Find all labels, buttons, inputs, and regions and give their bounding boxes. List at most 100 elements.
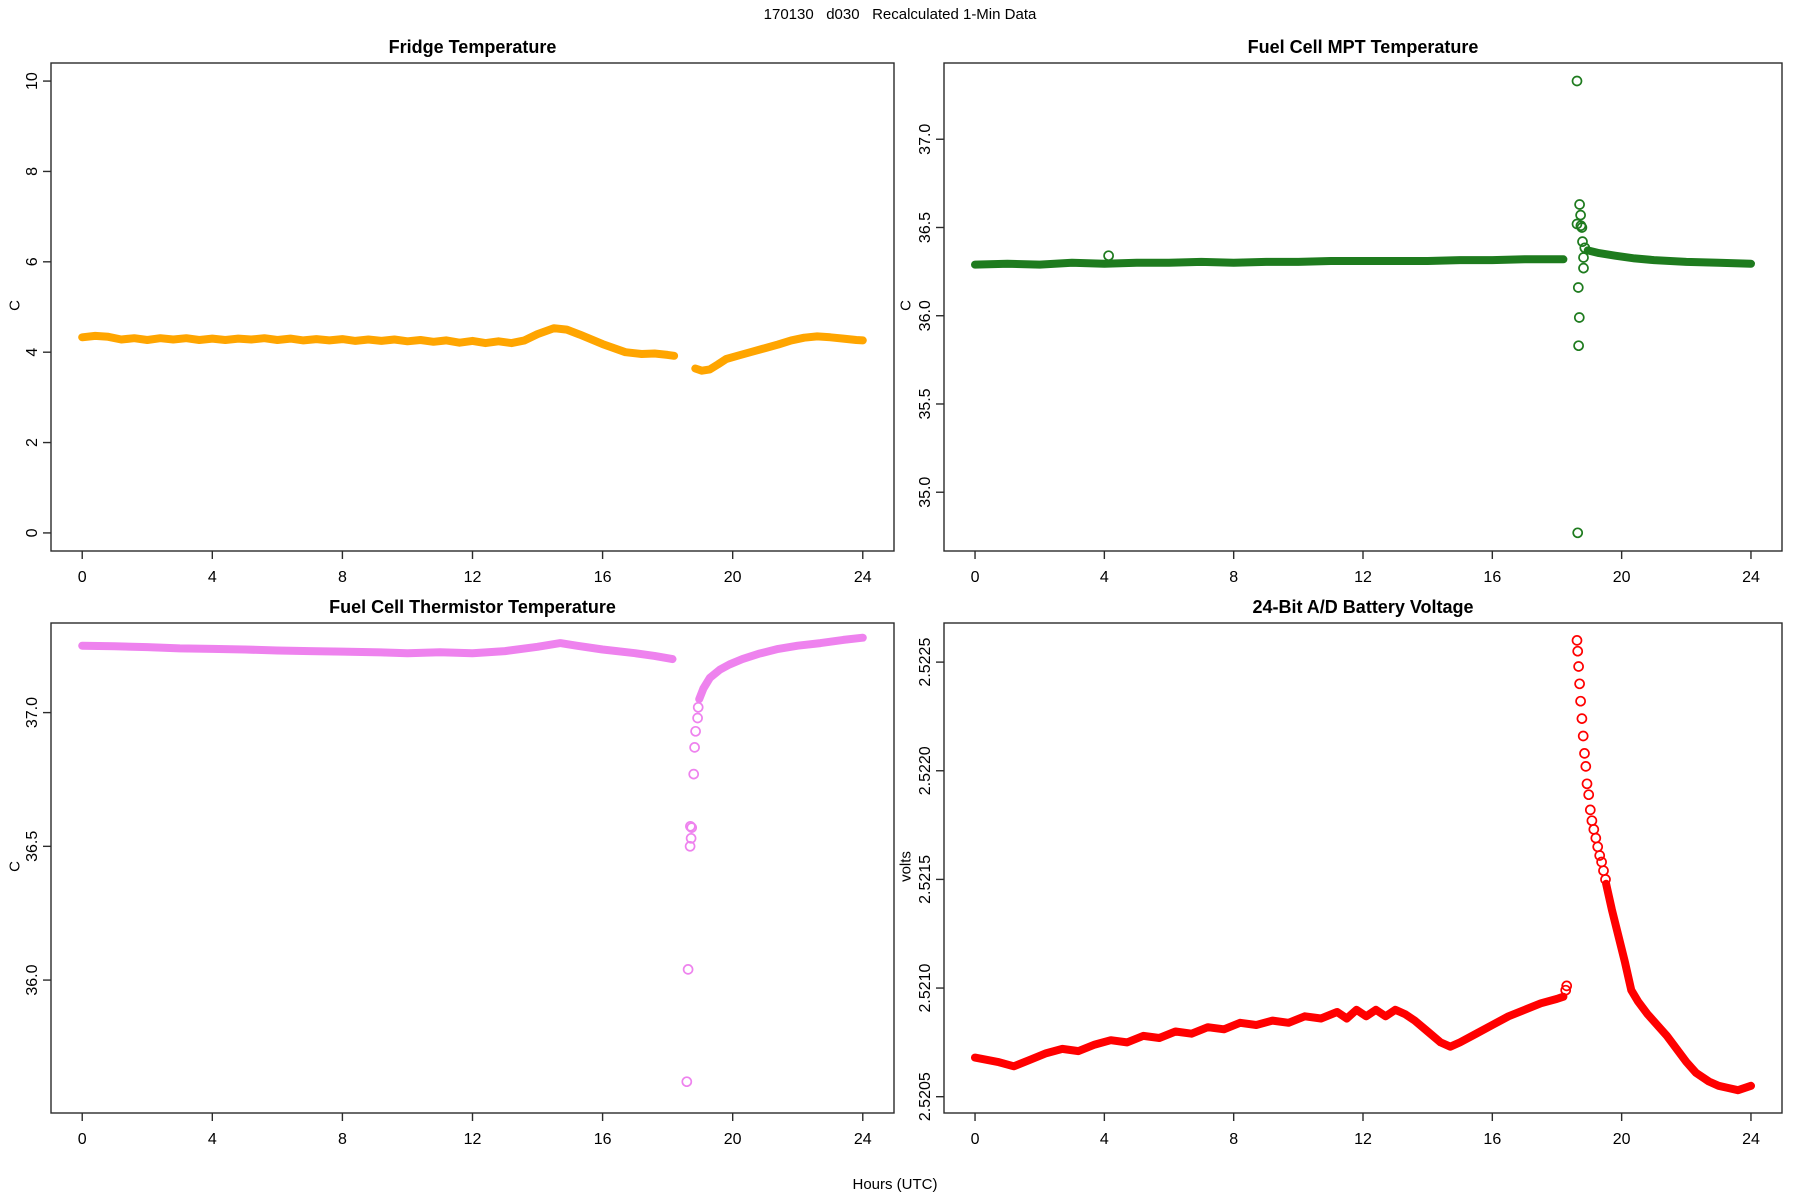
mpt-outlier-point bbox=[1573, 312, 1585, 323]
thermistor-data-series-line bbox=[695, 633, 867, 704]
mpt-outlier-point bbox=[1577, 236, 1588, 247]
thermistor-outlier-point bbox=[692, 712, 703, 724]
mpt-outlier-point bbox=[1576, 222, 1588, 233]
mpt-data-series-line bbox=[1583, 246, 1755, 268]
battery-outlier-point bbox=[1575, 695, 1586, 707]
x-tick-label: 20 bbox=[724, 569, 742, 586]
y-tick-label: 2 bbox=[24, 438, 41, 447]
plot-box-mpt bbox=[943, 62, 1783, 552]
y-tick-label: 2.5205 bbox=[917, 1072, 934, 1121]
mpt-outlier-point bbox=[1574, 199, 1585, 210]
y-tick-label: 2.5210 bbox=[917, 963, 934, 1012]
y-tick-label: 36.5 bbox=[917, 212, 934, 243]
x-tick-label: 16 bbox=[1483, 1131, 1501, 1148]
battery-outlier-point bbox=[1588, 824, 1600, 835]
mpt-outlier-point bbox=[1573, 340, 1584, 352]
x-tick-label: 24 bbox=[1742, 1131, 1760, 1148]
mpt-outlier-point bbox=[1575, 209, 1586, 221]
y-axis-label-thermistor: C bbox=[6, 861, 24, 872]
x-tick-label: 16 bbox=[1483, 569, 1501, 586]
y-tick-label: 4 bbox=[24, 348, 41, 357]
battery-outlier-point bbox=[1580, 761, 1592, 772]
x-tick-label: 20 bbox=[1613, 1131, 1631, 1148]
battery-outlier-point bbox=[1581, 778, 1593, 790]
x-tick-label: 0 bbox=[78, 1131, 87, 1148]
x-tick-label: 0 bbox=[78, 569, 87, 586]
battery-outlier-point bbox=[1560, 984, 1572, 996]
x-tick-label: 24 bbox=[1742, 569, 1760, 586]
x-tick-label: 24 bbox=[854, 1131, 872, 1148]
x-tick-label: 8 bbox=[338, 569, 347, 586]
y-tick-label: 8 bbox=[24, 167, 41, 176]
y-tick-label: 2.5225 bbox=[917, 638, 934, 687]
x-tick-label: 8 bbox=[1229, 1131, 1238, 1148]
panel-title-battery: 24-Bit A/D Battery Voltage bbox=[1252, 597, 1474, 617]
mpt-outlier-point bbox=[1572, 527, 1584, 539]
shared-x-axis-label: Hours (UTC) bbox=[852, 1176, 938, 1193]
battery-outlier-point bbox=[1576, 713, 1588, 724]
thermistor-outlier-point bbox=[682, 964, 694, 975]
panel-thermistor: 0 4 8 12 16 20 24 36.0 36.5 37.0 bbox=[24, 622, 895, 1148]
x-tick-label: 12 bbox=[1354, 569, 1372, 586]
thermistor-outlier-point bbox=[685, 820, 696, 832]
panel-battery: 0 4 8 12 16 20 24 2.5205 2.5210 2.5215 2.5220 2.522… bbox=[917, 622, 1783, 1148]
y-axis-label-mpt: C bbox=[897, 300, 915, 311]
y-tick-label: 2.5215 bbox=[917, 855, 934, 904]
x-tick-label: 12 bbox=[464, 1131, 482, 1148]
panel-title-mpt: Fuel Cell MPT Temperature bbox=[1247, 37, 1479, 57]
x-tick-label: 4 bbox=[1100, 1131, 1109, 1148]
x-tick-label: 0 bbox=[971, 1131, 980, 1148]
y-tick-label: 37.0 bbox=[917, 124, 934, 155]
fridge-data-series-line bbox=[691, 332, 867, 375]
battery-outlier-point bbox=[1598, 865, 1609, 877]
battery-data-series-line bbox=[971, 992, 1568, 1071]
battery-data-series-line bbox=[1602, 879, 1755, 1095]
y-tick-label: 0 bbox=[24, 528, 41, 537]
mpt-outlier-point bbox=[1578, 252, 1589, 263]
plot-box-thermistor bbox=[50, 622, 895, 1114]
battery-outlier-point bbox=[1577, 730, 1589, 742]
thermistor-outlier-point bbox=[688, 768, 700, 780]
thermistor-outlier-point bbox=[684, 840, 696, 852]
y-axis-label-fridge: C bbox=[6, 300, 24, 311]
panel-title-thermistor: Fuel Cell Thermistor Temperature bbox=[329, 597, 616, 617]
y-tick-label: 36.0 bbox=[24, 964, 41, 995]
thermistor-outlier-point bbox=[690, 725, 701, 737]
y-tick-label: 36.5 bbox=[24, 831, 41, 862]
y-tick-label: 10 bbox=[24, 72, 41, 90]
plot-box-fridge bbox=[50, 62, 895, 552]
y-tick-label: 6 bbox=[24, 257, 41, 266]
x-tick-label: 24 bbox=[854, 569, 872, 586]
battery-outlier-point bbox=[1572, 645, 1584, 657]
fridge-data-series-line bbox=[78, 324, 679, 360]
thermistor-outlier-point bbox=[685, 832, 697, 844]
plot-box-battery bbox=[943, 622, 1783, 1114]
battery-outlier-point bbox=[1573, 661, 1584, 672]
x-tick-label: 12 bbox=[464, 569, 482, 586]
x-tick-label: 0 bbox=[971, 569, 980, 586]
x-tick-label: 16 bbox=[594, 1131, 612, 1148]
mpt-outlier-point bbox=[1578, 262, 1589, 274]
mpt-outlier-point bbox=[1571, 75, 1583, 87]
battery-outlier-point bbox=[1584, 804, 1596, 816]
x-tick-label: 4 bbox=[208, 1131, 217, 1148]
battery-outlier-point bbox=[1583, 789, 1595, 801]
y-tick-label: 37.0 bbox=[24, 697, 41, 728]
x-tick-label: 4 bbox=[208, 569, 217, 586]
thermistor-outlier-point bbox=[686, 822, 698, 833]
battery-outlier-point bbox=[1579, 748, 1590, 759]
x-tick-label: 4 bbox=[1100, 569, 1109, 586]
battery-outlier-point bbox=[1600, 874, 1611, 885]
main-title: 170130 d030 Recalculated 1-Min Data bbox=[763, 6, 1037, 23]
mpt-outlier-point bbox=[1579, 242, 1591, 254]
x-tick-label: 8 bbox=[1229, 569, 1238, 586]
x-tick-label: 12 bbox=[1354, 1131, 1372, 1148]
x-tick-label: 20 bbox=[724, 1131, 742, 1148]
mpt-outlier-point bbox=[1103, 250, 1114, 262]
y-tick-label: 35.0 bbox=[917, 477, 934, 508]
thermistor-outlier-point bbox=[692, 701, 704, 713]
battery-outlier-point bbox=[1561, 980, 1573, 992]
mpt-data-series-line bbox=[971, 255, 1568, 269]
x-tick-label: 8 bbox=[338, 1131, 347, 1148]
